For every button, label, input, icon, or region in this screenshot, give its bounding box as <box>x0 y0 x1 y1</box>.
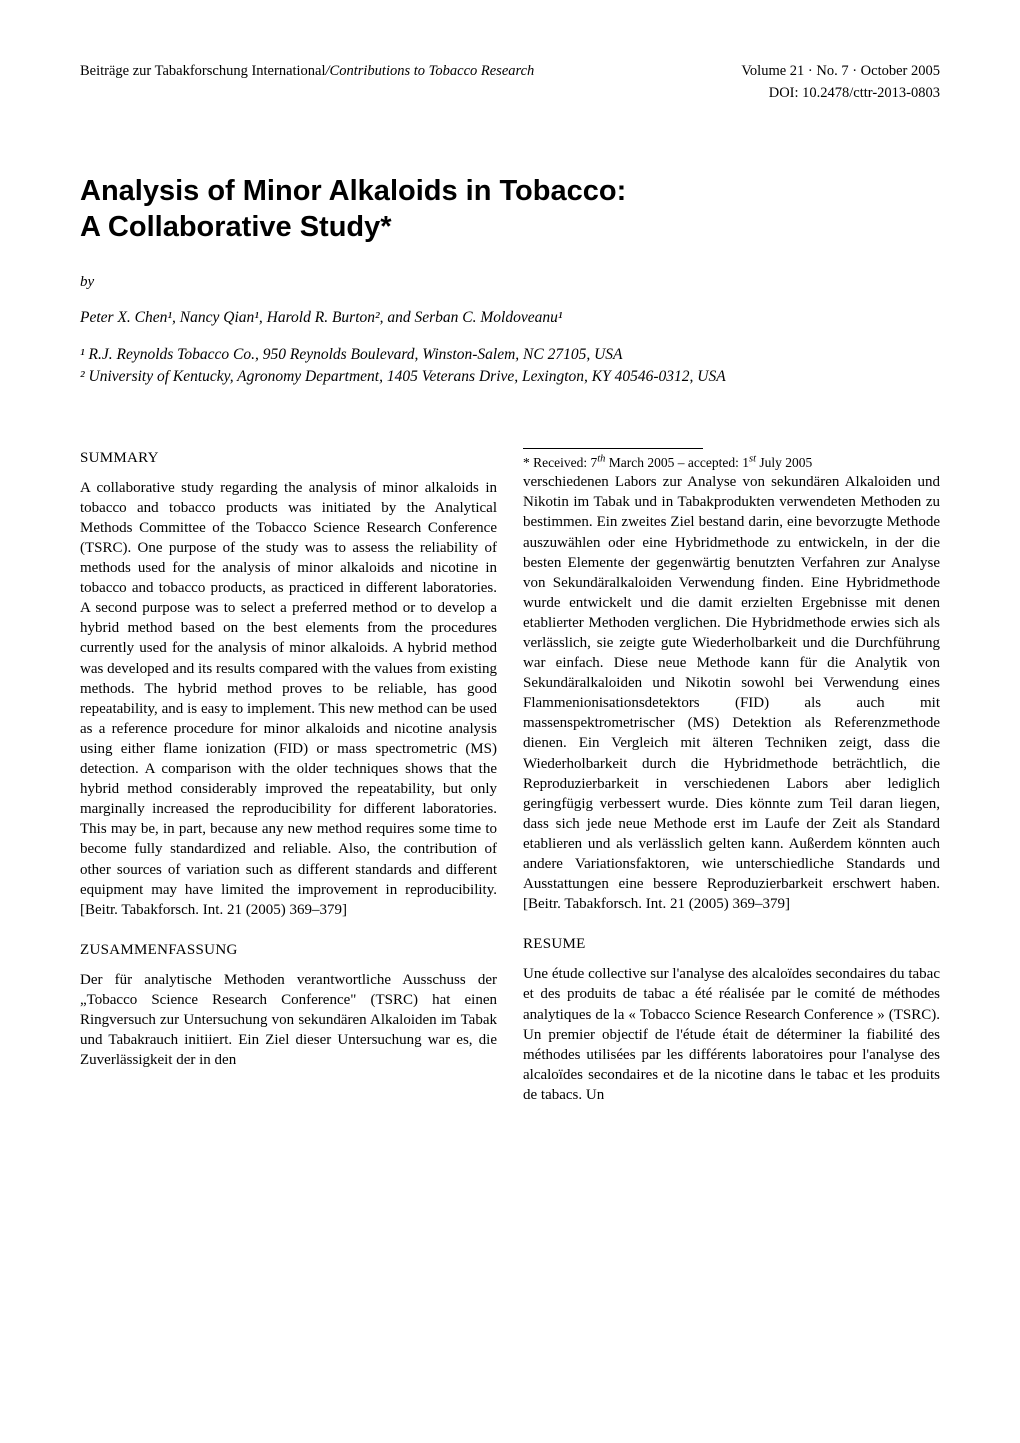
author-list: Peter X. Chen¹, Nancy Qian¹, Harold R. B… <box>80 308 940 329</box>
zusammenfassung-text-right: verschiedenen Labors zur Analyse von sek… <box>523 472 940 914</box>
section-head-zusammenfassung: ZUSAMMENFASSUNG <box>80 940 497 960</box>
zusammenfassung-text-left: Der für analytische Methoden verantwortl… <box>80 970 497 1070</box>
affiliation-2: ² University of Kentucky, Agronomy Depar… <box>80 367 940 388</box>
footnote-block: * Received: 7th March 2005 – accepted: 1… <box>523 448 940 473</box>
section-head-resume: RESUME <box>523 934 940 954</box>
issue-info: Volume 21 · No. 7 · October 2005 <box>741 62 940 82</box>
body-columns: SUMMARY A collaborative study regarding … <box>80 448 940 1105</box>
resume-text: Une étude collective sur l'analyse des a… <box>523 964 940 1105</box>
journal-name: Beiträge zur Tabakforschung Internationa… <box>80 62 534 82</box>
affiliations: ¹ R.J. Reynolds Tobacco Co., 950 Reynold… <box>80 345 940 388</box>
title-line-2: A Collaborative Study* <box>80 211 392 243</box>
affiliation-1: ¹ R.J. Reynolds Tobacco Co., 950 Reynold… <box>80 345 940 366</box>
running-header: Beiträge zur Tabakforschung Internationa… <box>80 62 940 82</box>
section-head-summary: SUMMARY <box>80 448 497 468</box>
footnote-rule <box>523 448 703 449</box>
by-label: by <box>80 272 940 292</box>
footnote-text: * Received: 7th March 2005 – accepted: 1… <box>523 455 812 470</box>
journal-name-plain: Beiträge zur Tabakforschung Internationa… <box>80 63 326 79</box>
footnote-received: * Received: 7th March 2005 – accepted: 1… <box>523 453 940 473</box>
article-title: Analysis of Minor Alkaloids in Tobacco: … <box>80 173 940 246</box>
doi: DOI: 10.2478/cttr-2013-0803 <box>80 84 940 104</box>
title-line-1: Analysis of Minor Alkaloids in Tobacco: <box>80 175 626 207</box>
summary-text: A collaborative study regarding the anal… <box>80 478 497 920</box>
journal-name-italic: /Contributions to Tobacco Research <box>326 63 535 79</box>
